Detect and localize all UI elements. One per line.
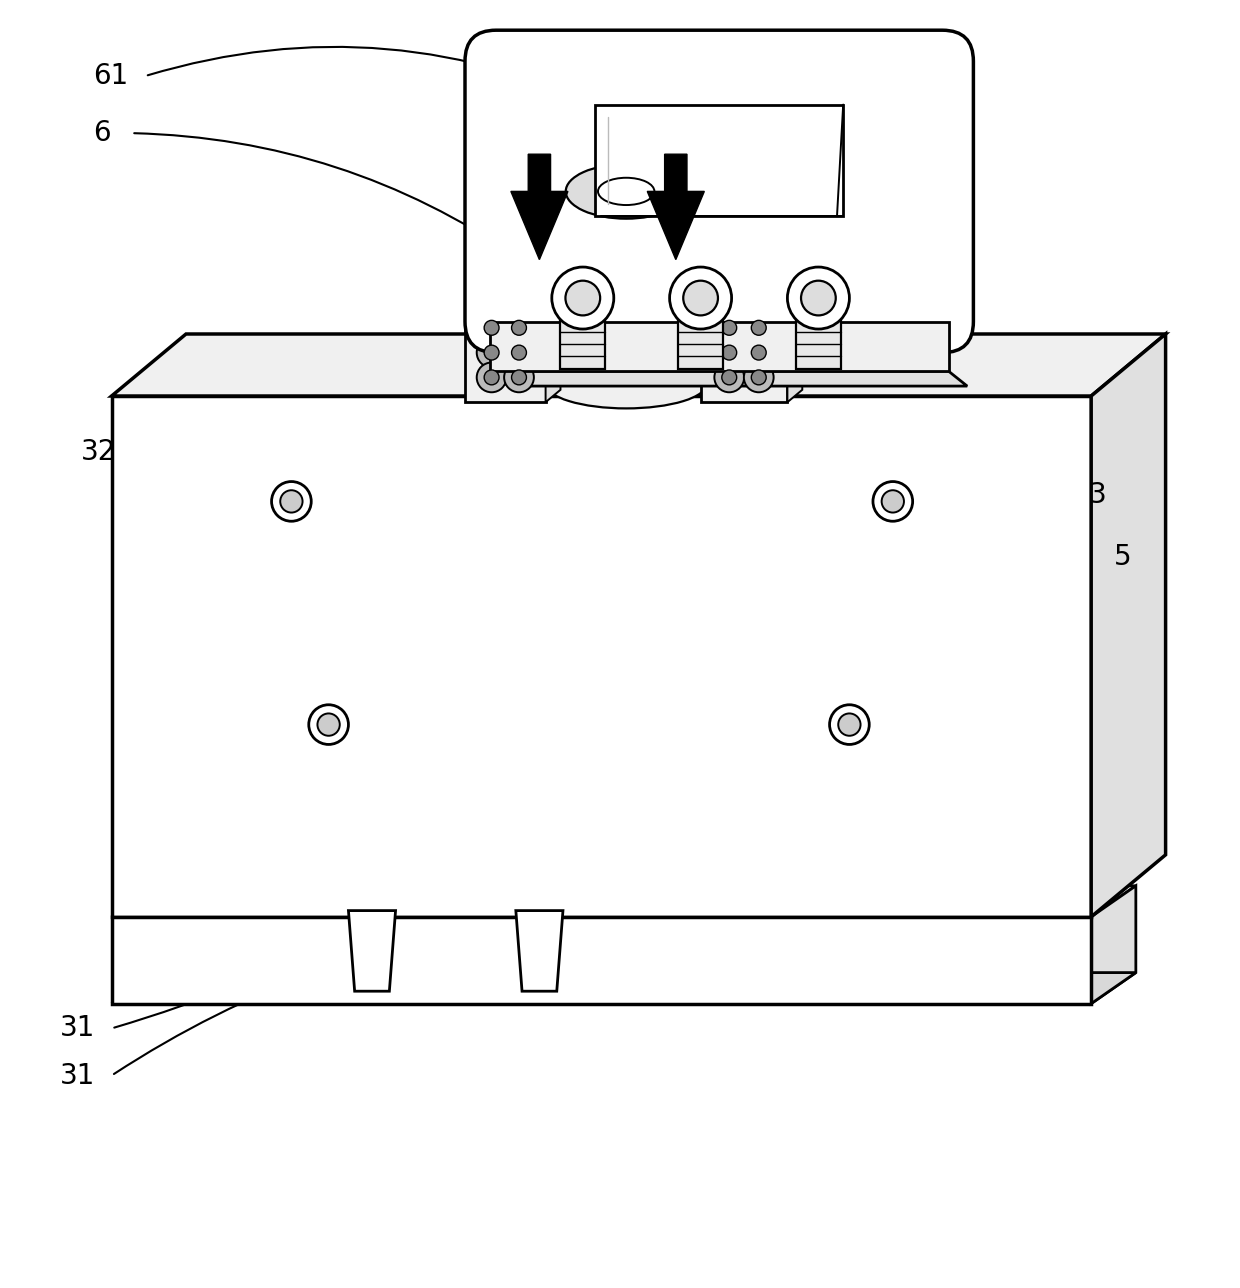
Circle shape <box>882 491 904 513</box>
Polygon shape <box>465 291 560 303</box>
Circle shape <box>272 482 311 522</box>
Circle shape <box>512 370 527 385</box>
Circle shape <box>751 345 766 361</box>
Text: 3: 3 <box>1089 482 1106 509</box>
Circle shape <box>744 337 774 367</box>
Circle shape <box>670 267 732 328</box>
Circle shape <box>722 370 737 385</box>
Circle shape <box>505 337 534 367</box>
Circle shape <box>484 370 498 385</box>
Circle shape <box>714 362 744 393</box>
Polygon shape <box>112 334 1166 395</box>
Polygon shape <box>787 291 802 402</box>
Polygon shape <box>112 972 1136 1003</box>
Circle shape <box>565 281 600 316</box>
Circle shape <box>484 321 498 335</box>
Bar <box>560 318 605 368</box>
Polygon shape <box>490 371 967 386</box>
Bar <box>701 303 787 402</box>
Circle shape <box>280 491 303 513</box>
Ellipse shape <box>565 164 687 219</box>
Ellipse shape <box>598 178 655 205</box>
Circle shape <box>751 321 766 335</box>
Circle shape <box>476 337 506 367</box>
Circle shape <box>317 714 340 735</box>
Circle shape <box>714 313 744 343</box>
Ellipse shape <box>546 359 707 408</box>
Polygon shape <box>112 395 1091 917</box>
Text: 5: 5 <box>1114 544 1131 571</box>
Text: 6: 6 <box>93 118 110 147</box>
Text: 32: 32 <box>81 438 117 466</box>
Ellipse shape <box>546 185 707 234</box>
Circle shape <box>484 345 498 361</box>
Polygon shape <box>112 886 1136 917</box>
Circle shape <box>787 267 849 328</box>
FancyArrow shape <box>647 155 704 260</box>
Polygon shape <box>348 911 396 992</box>
Polygon shape <box>546 291 560 402</box>
Circle shape <box>512 345 527 361</box>
Bar <box>678 318 723 368</box>
Ellipse shape <box>546 325 707 374</box>
Circle shape <box>476 313 506 343</box>
Circle shape <box>505 313 534 343</box>
Ellipse shape <box>506 137 746 246</box>
Text: 31: 31 <box>60 1061 95 1090</box>
Ellipse shape <box>546 255 707 304</box>
Bar <box>595 104 843 216</box>
Ellipse shape <box>546 220 707 269</box>
Polygon shape <box>1091 334 1166 917</box>
Polygon shape <box>701 291 802 303</box>
Bar <box>796 318 841 368</box>
Circle shape <box>722 321 737 335</box>
FancyArrow shape <box>511 155 568 260</box>
Circle shape <box>476 362 506 393</box>
Circle shape <box>505 362 534 393</box>
Polygon shape <box>516 911 563 992</box>
Text: 61: 61 <box>93 62 128 90</box>
Circle shape <box>512 321 527 335</box>
Circle shape <box>838 714 861 735</box>
Circle shape <box>552 267 614 328</box>
FancyBboxPatch shape <box>465 30 973 353</box>
Ellipse shape <box>546 290 707 339</box>
Circle shape <box>830 705 869 744</box>
Polygon shape <box>1091 886 1136 1003</box>
Bar <box>490 322 949 371</box>
Circle shape <box>801 281 836 316</box>
Bar <box>465 303 546 402</box>
Circle shape <box>722 345 737 361</box>
Text: 31: 31 <box>60 1015 95 1042</box>
Circle shape <box>744 362 774 393</box>
Circle shape <box>309 705 348 744</box>
Circle shape <box>683 281 718 316</box>
Circle shape <box>873 482 913 522</box>
Polygon shape <box>112 917 1091 1003</box>
Circle shape <box>714 337 744 367</box>
Circle shape <box>744 313 774 343</box>
Circle shape <box>751 370 766 385</box>
